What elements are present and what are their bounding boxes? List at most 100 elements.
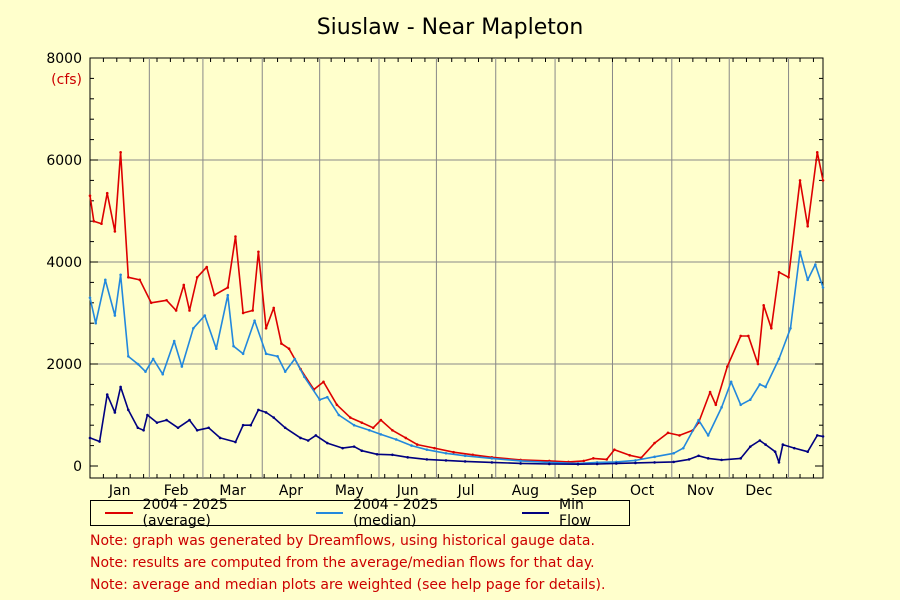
series-point-0 <box>739 334 743 338</box>
legend-swatch-median <box>315 512 344 514</box>
series-point-0 <box>287 347 291 351</box>
series-point-1 <box>94 321 98 325</box>
series-point-0 <box>653 441 656 445</box>
y-tick-label: 0 <box>73 459 82 475</box>
series-point-2 <box>306 439 310 442</box>
series-point-2 <box>264 411 268 414</box>
series-point-2 <box>697 454 700 458</box>
y-axis: 0 2000 4000 6000 8000 <box>46 51 823 475</box>
series-point-0 <box>113 230 117 233</box>
series-point-2 <box>815 434 819 437</box>
series-point-0 <box>226 286 230 289</box>
series-point-2 <box>155 421 159 424</box>
series-point-0 <box>335 403 339 407</box>
series-point-1 <box>172 339 176 343</box>
series-point-1 <box>283 370 287 373</box>
x-tick-label: Feb <box>164 483 189 499</box>
series-point-2 <box>375 452 379 456</box>
legend-label-median: 2004 - 2025 (median) <box>353 497 439 529</box>
series-point-2 <box>821 435 825 438</box>
series-point-1 <box>136 362 140 366</box>
series-point-0 <box>195 276 199 279</box>
x-tick-label: Sep <box>571 483 598 499</box>
series-point-2 <box>176 426 180 430</box>
series-point-1 <box>672 451 676 455</box>
series-point-0 <box>182 283 186 287</box>
series-point-1 <box>151 357 155 361</box>
series-point-2 <box>98 440 101 443</box>
x-tick-label: Oct <box>630 483 655 499</box>
legend-item-min-flow: Min Flow <box>521 497 615 529</box>
series-point-2 <box>272 416 276 419</box>
series-point-1 <box>144 370 147 373</box>
series-point-2 <box>720 458 723 462</box>
series-point-2 <box>548 462 551 466</box>
series-point-1 <box>215 347 218 351</box>
grid-lines <box>90 58 823 478</box>
series-point-0 <box>415 443 419 446</box>
series-point-0 <box>264 327 268 330</box>
series-point-2 <box>146 413 149 417</box>
series-point-2 <box>352 445 356 448</box>
series-point-1 <box>88 296 92 300</box>
series-point-2 <box>463 460 467 463</box>
x-tick-label: Dec <box>745 483 772 499</box>
x-tick-label: Jul <box>457 483 475 499</box>
series-line-2 <box>89 386 824 466</box>
series-point-1 <box>226 293 230 297</box>
series-point-1 <box>126 355 130 358</box>
series-line-0 <box>89 151 824 463</box>
series-point-0 <box>821 179 825 182</box>
note-3: Note: average and median plots are weigh… <box>90 577 606 593</box>
series-point-0 <box>714 403 718 407</box>
legend-swatch-min-flow <box>521 512 550 514</box>
series-point-0 <box>747 334 750 338</box>
note-2: Note: results are computed from the aver… <box>90 555 595 571</box>
series-point-1 <box>241 352 245 356</box>
series-point-1 <box>764 385 767 389</box>
series-point-1 <box>758 383 762 386</box>
series-point-0 <box>708 390 712 394</box>
x-tick-label: Jan <box>108 483 131 499</box>
series-point-0 <box>806 225 809 228</box>
series-point-1 <box>519 459 522 463</box>
series-point-2 <box>188 418 191 422</box>
series-point-1 <box>798 250 802 254</box>
series-point-0 <box>105 191 109 195</box>
notes: Note: graph was generated by Dreamflows,… <box>90 530 605 596</box>
legend-item-median: 2004 - 2025 (median) <box>315 497 494 529</box>
series-point-1 <box>394 438 398 441</box>
series-point-1 <box>697 418 700 422</box>
series-point-0 <box>213 293 216 297</box>
series-point-0 <box>678 434 681 437</box>
series-point-0 <box>433 446 436 450</box>
series-point-0 <box>666 431 670 435</box>
series-point-1 <box>681 446 685 450</box>
series-point-1 <box>203 314 207 317</box>
series-point-0 <box>371 426 375 430</box>
series-point-2 <box>195 429 199 432</box>
legend-label-average: 2004 - 2025 (average) <box>142 497 228 529</box>
series-point-2 <box>406 456 409 459</box>
series-point-2 <box>326 441 329 445</box>
x-tick-label: May <box>335 483 364 499</box>
series-point-0 <box>149 301 153 305</box>
x-axis: Jan Feb Mar Apr May Jun Jul Aug Sep Oct Nov Dec <box>89 58 814 499</box>
series-point-2 <box>595 462 599 466</box>
series-point-0 <box>165 298 168 302</box>
series-point-2 <box>806 450 809 454</box>
series-point-1 <box>444 451 448 455</box>
series-point-1 <box>119 273 122 277</box>
series-point-1 <box>232 344 235 348</box>
series-point-2 <box>218 436 222 440</box>
series-point-2 <box>773 450 777 454</box>
series-point-1 <box>293 357 297 361</box>
series-point-0 <box>257 250 260 254</box>
series-point-2 <box>249 423 253 427</box>
series-point-0 <box>592 457 595 460</box>
series-point-1 <box>276 355 279 358</box>
series-lines <box>88 151 825 466</box>
x-tick-label: Aug <box>512 483 539 499</box>
series-point-2 <box>299 436 302 440</box>
series-point-2 <box>341 446 344 450</box>
